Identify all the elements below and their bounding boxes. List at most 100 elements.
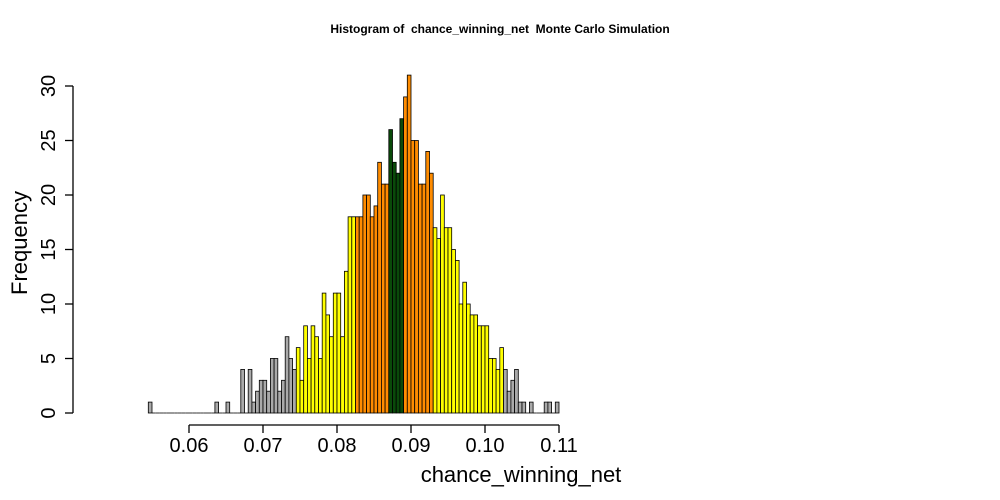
histogram-bar [499,347,504,414]
histogram-bar [306,358,312,414]
histogram-bar [495,368,501,414]
histogram-bar [451,249,456,414]
histogram-bar [366,194,371,414]
y-tick-label: 25 [38,129,60,151]
histogram-bar [362,194,367,414]
histogram-bar [332,292,338,414]
histogram-bar [440,194,445,414]
histogram-bar [288,358,293,414]
histogram-bar [329,336,334,414]
histogram-bar [421,183,427,414]
histogram-bar [358,216,364,414]
histogram-bar [547,401,553,414]
histogram-bar [436,238,441,414]
histogram-bar [506,390,512,414]
histogram-bar [355,216,360,414]
histogram-bar [432,227,438,414]
histogram-bar [480,325,486,414]
histogram-bar [484,325,490,414]
histogram-bar [399,118,404,414]
histogram-bar [429,172,434,414]
x-tick-label: 0.11 [540,435,577,457]
histogram-bar [410,140,416,414]
histogram-bar [529,401,534,414]
histogram-bar [447,227,453,414]
histogram-bar [392,161,397,414]
histogram-bar [266,390,271,414]
histogram-bar [240,368,245,414]
histogram-bar [318,358,323,414]
histogram-bar [343,270,349,414]
histogram-bar [225,401,231,414]
histogram-bar [281,379,286,414]
histogram-bar [466,303,471,414]
x-axis: 0.06 0.07 0.08 0.09 0.10 0.11 [170,424,578,457]
histogram-bar [321,292,327,414]
histogram-bar [325,314,330,414]
histogram-bar [373,205,379,414]
histogram-bar [147,401,153,414]
histogram-bar [269,358,275,414]
histogram-bar [543,401,549,414]
histogram-bar [403,96,408,414]
histogram-bar [277,390,282,414]
histogram-bar [262,379,268,414]
histogram-bar [247,368,253,414]
y-tick-label: 20 [38,184,60,206]
histogram-bar [258,379,264,414]
histogram-bar [295,347,301,414]
y-axis-title: Frequency [7,191,32,295]
histogram-bar [469,314,475,414]
histogram-bar [299,379,305,414]
x-tick-label: 0.06 [170,435,209,457]
histogram-bar [514,368,519,414]
histogram-bar [347,216,353,414]
histogram-bar [462,281,467,414]
histogram-bar [380,183,386,414]
y-tick-label: 30 [38,75,60,97]
histogram-bar [477,325,482,414]
histogram-bar [503,368,508,414]
histogram-bar [473,314,478,414]
histogram-bar [521,401,527,414]
histogram-bar [336,292,342,414]
histogram-bar [458,303,464,414]
y-axis: 0 5 10 15 20 25 30 [38,75,74,419]
histogram-bar [251,401,256,414]
histogram-bar [351,216,356,414]
histogram-bar [443,227,449,414]
histogram-bar [284,336,290,414]
histogram-bar [310,325,316,414]
histogram-bar [340,336,345,414]
y-tick-label: 0 [38,407,60,418]
histogram-bar [395,172,401,414]
histogram-bar [491,358,497,414]
histogram-bar [488,358,493,414]
histogram-bar [425,150,430,414]
histogram-bar [214,401,219,414]
histogram-bar [406,74,412,414]
histogram-bar [388,129,393,414]
histogram-bar [314,336,319,414]
chart-title: Histogram of chance_winning_net Monte Ca… [330,22,670,36]
y-tick-label: 10 [38,293,60,315]
histogram-bar [414,140,419,414]
histogram-bar [417,183,423,414]
histogram-bar [377,161,382,414]
histogram-bar [273,358,279,414]
y-tick-label: 15 [38,238,60,260]
histogram-bar [292,368,297,414]
histogram-bar [454,259,460,414]
x-tick-label: 0.07 [244,435,283,457]
histogram-bar [554,401,560,414]
histogram-bar [303,325,308,414]
histogram-bar [510,379,515,414]
y-tick-label: 5 [38,353,60,364]
histogram-bars [147,74,560,414]
histogram-bar [384,183,390,414]
histogram-bar [517,401,523,414]
x-tick-label: 0.10 [466,435,505,457]
histogram-bar [369,216,375,414]
histogram-bar [255,390,260,414]
